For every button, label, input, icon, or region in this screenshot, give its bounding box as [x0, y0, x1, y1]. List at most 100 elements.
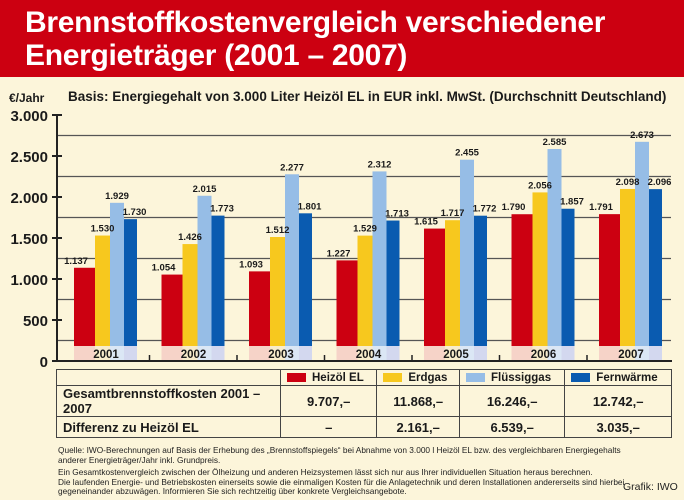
year-band-segment: [197, 346, 212, 360]
bar: [285, 174, 299, 346]
diff-heizoel: –: [279, 416, 378, 438]
fernwaerme-swatch: [571, 372, 591, 382]
y-axis-unit-label: €/Jahr: [9, 91, 45, 105]
legend-label: Erdgas: [408, 371, 448, 384]
bar: [110, 202, 124, 346]
total-erdgas: 11.868,–: [376, 385, 461, 417]
year-band-segment: [511, 346, 533, 360]
year-band-segment: [372, 346, 387, 360]
data-label: 1.615: [414, 217, 438, 228]
row-label: Gesamtbrennstoffkosten 2001 – 2007: [56, 385, 281, 417]
bar: [357, 235, 373, 346]
fluessiggas-swatch: [466, 372, 486, 382]
bar: [474, 215, 487, 346]
data-label: 2.673: [630, 130, 654, 141]
bar: [445, 220, 460, 346]
bar: [211, 215, 225, 346]
info-line: Ein Gesamtkostenvergleich zwischen der Ö…: [58, 467, 593, 477]
data-label: 1.137: [64, 256, 88, 267]
bar-chart: 0 500 1.000 1.500 2.000 2.500 3.000 2001 1.137 1…: [10, 108, 672, 370]
data-label: 2.056: [528, 180, 552, 191]
bar: [460, 159, 474, 346]
total-costs-row: Gesamtbrennstoffkosten 2001 – 2007 9.707…: [56, 385, 672, 417]
data-label: 1.801: [298, 201, 322, 212]
data-label: 2.455: [455, 148, 479, 159]
legend-row: Heizöl EL Erdgas Flüssiggas Fernwärme: [56, 369, 672, 386]
year-band-segment: [561, 346, 575, 360]
total-heizoel: 9.707,–: [279, 385, 378, 417]
y-tick-label: 3.000: [10, 108, 48, 125]
data-label: 1.717: [441, 208, 465, 219]
year-band-segment: [182, 346, 198, 360]
bar: [386, 220, 400, 346]
bar: [74, 267, 95, 346]
x-tick-label: 2005: [443, 349, 469, 361]
data-label: 2.098: [616, 177, 640, 188]
year-band-segment: [386, 346, 400, 360]
bar: [620, 188, 635, 346]
info-line: gegeneinander abzuwägen. Informieren Sie…: [58, 486, 407, 496]
data-label: 1.773: [210, 204, 234, 215]
bars: [74, 141, 662, 346]
data-label: 1.529: [353, 224, 377, 235]
bar: [424, 228, 445, 346]
year-band-segment: [357, 346, 373, 360]
data-label: 1.426: [178, 232, 202, 243]
bar: [161, 274, 183, 346]
bar: [635, 141, 649, 346]
year-band-segment: [249, 346, 270, 360]
data-label: 1.054: [152, 263, 176, 274]
year-band-segment: [599, 346, 620, 360]
data-label: 1.227: [327, 248, 351, 259]
year-band-segment: [74, 346, 95, 360]
year-band-segment: [285, 346, 299, 360]
total-fluessiggas: 16.246,–: [459, 385, 566, 417]
diff-fluessiggas: 6.539,–: [459, 416, 566, 438]
year-band-segment: [424, 346, 445, 360]
data-label: 2.096: [648, 177, 672, 188]
data-label: 2.312: [368, 159, 392, 170]
year-band-segment: [649, 346, 662, 360]
year-band-segment: [95, 346, 110, 360]
year-band-segment: [161, 346, 183, 360]
y-tick-label: 500: [23, 313, 48, 330]
legend-heizoel: Heizöl EL: [279, 369, 378, 386]
erdgas-swatch: [383, 372, 403, 382]
year-band-segment: [336, 346, 358, 360]
total-fernwaerme: 12.742,–: [564, 385, 672, 417]
diff-fernwaerme: 3.035,–: [564, 416, 672, 438]
source-line: anderer Energieträger/Jahr inkl. Grundpr…: [58, 454, 221, 465]
title-line-2: Energieträger (2001 – 2007): [25, 39, 408, 72]
y-tick-label: 2.000: [10, 190, 48, 207]
data-label: 1.929: [105, 191, 129, 202]
x-tick-label: 2006: [531, 349, 557, 361]
difference-row: Differenz zu Heizöl EL – 2.161,– 6.539,–…: [56, 416, 672, 438]
x-tick-label: 2001: [93, 349, 119, 361]
info-line: Die laufenden Energie- und Betriebskoste…: [58, 476, 625, 487]
bar: [182, 244, 198, 346]
data-label: 1.857: [560, 197, 584, 208]
legend-label: Fernwärme: [596, 371, 658, 384]
year-band-segment: [211, 346, 225, 360]
y-tick-label: 0: [40, 354, 48, 370]
chart-subtitle: Basis: Energiegehalt von 3.000 Liter Hei…: [68, 89, 667, 104]
empty-header-cell: [56, 369, 281, 386]
data-label: 1.772: [473, 204, 497, 215]
year-band-segment: [124, 346, 137, 360]
data-label: 1.713: [385, 209, 409, 220]
data-label: 2.277: [280, 162, 304, 173]
data-label: 1.791: [589, 202, 613, 213]
source-note: Quelle: IWO-Berechnungen auf Basis der E…: [58, 445, 621, 465]
x-tick-label: 2007: [618, 349, 644, 361]
y-tick-label: 2.500: [10, 149, 48, 166]
bar: [599, 214, 620, 346]
data-label: 2.585: [543, 137, 567, 148]
year-band-segment: [445, 346, 460, 360]
year-band-segment: [620, 346, 635, 360]
bar: [532, 192, 548, 346]
data-labels: 2001 1.137 1.530 1.929 1.730 2002 1.054 1.426 2.…: [64, 130, 671, 361]
bar: [372, 171, 387, 346]
graphic-credit: Grafik: IWO: [623, 481, 678, 493]
bar: [547, 149, 562, 346]
year-band-segment: [299, 346, 312, 360]
